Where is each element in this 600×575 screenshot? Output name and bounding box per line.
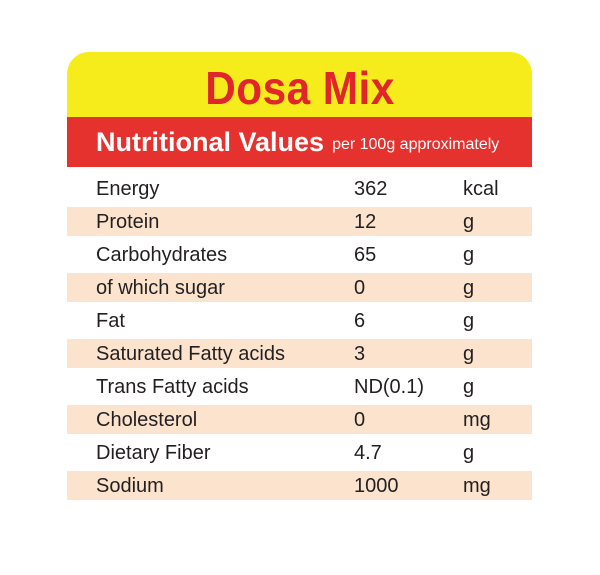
nutrient-value: 6 — [354, 310, 366, 332]
nutrition-row: Carbohydrates 65 g — [67, 240, 532, 269]
nutrient-value: 65 — [354, 244, 377, 266]
nutrient-name: Protein — [96, 211, 160, 233]
nutrient-value: 4.7 — [354, 442, 382, 464]
nutrient-name: of which sugar — [96, 277, 225, 299]
nutrient-unit: g — [463, 343, 475, 365]
nutrient-unit: g — [463, 277, 475, 299]
nutrient-name: Energy — [96, 178, 160, 200]
nutrition-row: Trans Fatty acids ND(0.1) g — [67, 372, 532, 401]
nutrition-row: Sodium 1000 mg — [67, 471, 532, 500]
nutrient-name: Fat — [96, 310, 125, 332]
nutrient-unit: g — [463, 211, 475, 233]
nutrition-row: Saturated Fatty acids 3 g — [67, 339, 532, 368]
nutrient-name: Saturated Fatty acids — [96, 343, 285, 365]
nutrient-unit: g — [463, 310, 475, 332]
nutrient-value: 362 — [354, 178, 388, 200]
nutrition-row: Cholesterol 0 mg — [67, 405, 532, 434]
nutrition-row: of which sugar 0 g — [67, 273, 532, 302]
subtitle-main: Nutritional Values — [96, 126, 325, 157]
nutrient-value: 12 — [354, 211, 377, 233]
nutrient-unit: g — [463, 376, 475, 398]
nutrition-row: Dietary Fiber 4.7 g — [67, 438, 532, 467]
subtitle-note: per 100g approximately — [332, 136, 500, 153]
nutrient-value: 0 — [354, 277, 366, 299]
nutrition-row: Protein 12 g — [67, 207, 532, 236]
nutrient-name: Sodium — [96, 475, 164, 497]
nutrition-row: Fat 6 g — [67, 306, 532, 335]
nutrient-value: 1000 — [354, 475, 399, 497]
nutrient-unit: g — [463, 244, 475, 266]
nutrient-unit: mg — [463, 475, 491, 497]
title-band: Dosa Mix — [67, 52, 532, 117]
nutrition-label: Dosa Mix Nutritional Values per 100g app… — [67, 52, 532, 509]
nutrient-name: Carbohydrates — [96, 244, 228, 266]
nutrient-value: 0 — [354, 409, 366, 431]
product-title: Dosa Mix — [204, 61, 395, 114]
nutrient-name: Trans Fatty acids — [96, 376, 249, 398]
nutrient-value: ND(0.1) — [354, 376, 425, 398]
nutrient-name: Dietary Fiber — [96, 442, 211, 464]
nutrition-table: Energy 362 kcal Protein 12 g Carbohydrat… — [67, 174, 532, 504]
nutrient-name: Cholesterol — [96, 409, 198, 431]
nutrition-row: Energy 362 kcal — [67, 174, 532, 203]
nutrient-unit: mg — [463, 409, 491, 431]
subtitle-band: Nutritional Values per 100g approximatel… — [67, 117, 532, 167]
nutrient-value: 3 — [354, 343, 366, 365]
nutrient-unit: kcal — [463, 178, 499, 200]
nutrient-unit: g — [463, 442, 475, 464]
